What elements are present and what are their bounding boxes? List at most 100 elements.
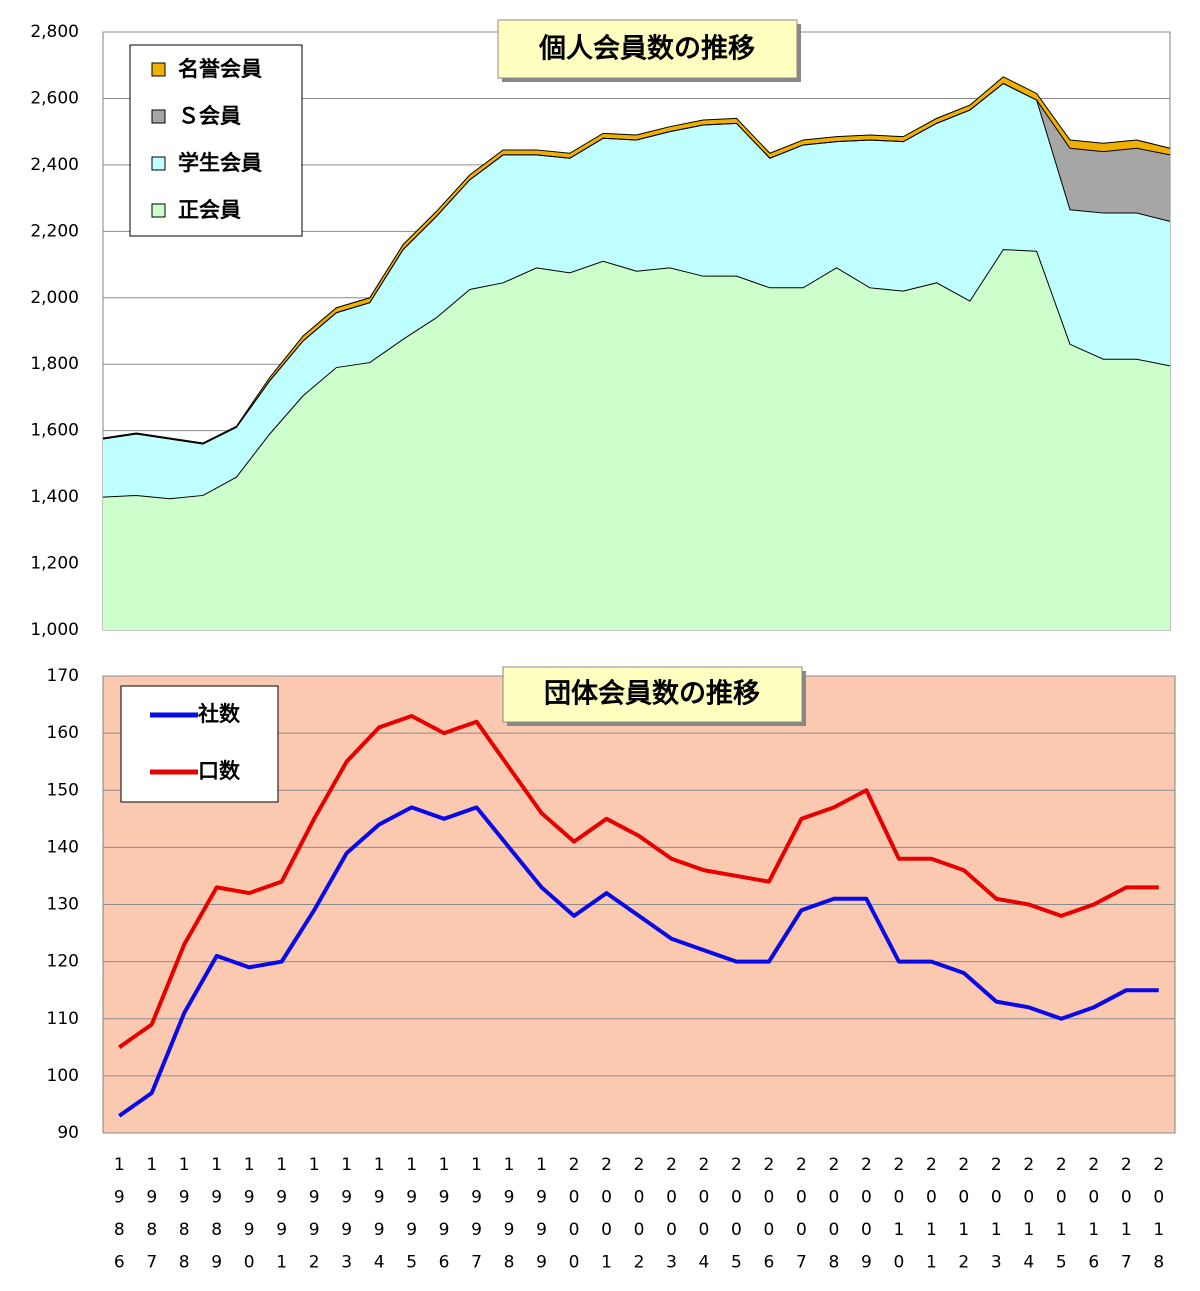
x-tick-char: 2 bbox=[634, 1253, 645, 1273]
x-tick-char: 9 bbox=[406, 1188, 417, 1208]
x-tick-char: 7 bbox=[1121, 1253, 1132, 1273]
x-tick-char: 0 bbox=[634, 1188, 645, 1208]
x-tick-char: 2 bbox=[926, 1155, 937, 1175]
x-tick-char: 6 bbox=[764, 1253, 775, 1273]
x-tick-char: 2 bbox=[991, 1155, 1002, 1175]
chart-title: 団体会員数の推移 bbox=[544, 679, 760, 710]
x-tick-char: 0 bbox=[666, 1188, 677, 1208]
x-tick-char: 0 bbox=[601, 1220, 612, 1240]
x-tick-char: 5 bbox=[731, 1253, 742, 1273]
x-tick-char: 0 bbox=[796, 1220, 807, 1240]
x-tick-char: 9 bbox=[179, 1188, 190, 1208]
legend-swatch bbox=[151, 203, 166, 218]
x-tick-char: 2 bbox=[634, 1155, 645, 1175]
legend-box bbox=[120, 685, 279, 803]
x-tick-char: 0 bbox=[731, 1220, 742, 1240]
x-tick-char: 1 bbox=[211, 1155, 222, 1175]
x-tick-char: 0 bbox=[244, 1253, 255, 1273]
x-tick-char: 2 bbox=[1023, 1155, 1034, 1175]
x-tick-char: 4 bbox=[1023, 1253, 1034, 1273]
x-tick-char: 7 bbox=[796, 1253, 807, 1273]
area-edge bbox=[102, 76, 1171, 444]
x-tick-char: 9 bbox=[309, 1220, 320, 1240]
y-tick-label: 2,600 bbox=[30, 88, 79, 108]
x-tick-char: 9 bbox=[504, 1188, 515, 1208]
x-tick-char: 0 bbox=[893, 1188, 904, 1208]
y-tick-label: 90 bbox=[57, 1123, 79, 1143]
x-tick-char: 2 bbox=[828, 1155, 839, 1175]
x-tick-char: 1 bbox=[114, 1155, 125, 1175]
area bbox=[103, 83, 1170, 499]
x-tick-char: 2 bbox=[601, 1155, 612, 1175]
x-tick-char: 3 bbox=[666, 1253, 677, 1273]
chart-title: 個人会員数の推移 bbox=[538, 34, 755, 65]
x-tick-char: 1 bbox=[926, 1253, 937, 1273]
x-tick-char: 5 bbox=[1056, 1253, 1067, 1273]
x-tick-char: 1 bbox=[341, 1155, 352, 1175]
x-tick-char: 2 bbox=[666, 1155, 677, 1175]
x-tick-char: 0 bbox=[634, 1220, 645, 1240]
x-tick-char: 9 bbox=[341, 1220, 352, 1240]
x-tick-char: 4 bbox=[374, 1253, 385, 1273]
x-tick-char: 0 bbox=[666, 1220, 677, 1240]
x-tick-char: 8 bbox=[211, 1220, 222, 1240]
x-tick-char: 2 bbox=[731, 1155, 742, 1175]
x-tick-char: 9 bbox=[439, 1220, 450, 1240]
area-edge bbox=[102, 82, 1171, 445]
x-tick-char: 1 bbox=[276, 1155, 287, 1175]
x-tick-char: 1 bbox=[1056, 1220, 1067, 1240]
x-tick-char: 2 bbox=[893, 1155, 904, 1175]
x-tick-char: 1 bbox=[179, 1155, 190, 1175]
x-tick-char: 2 bbox=[958, 1155, 969, 1175]
x-tick-char: 6 bbox=[114, 1253, 125, 1273]
y-tick-label: 170 bbox=[47, 666, 79, 686]
x-tick-char: 2 bbox=[1088, 1155, 1099, 1175]
x-tick-char: 5 bbox=[406, 1253, 417, 1273]
legend-label: 正会員 bbox=[178, 198, 241, 222]
x-tick-char: 8 bbox=[828, 1253, 839, 1273]
y-tick-label: 2,000 bbox=[30, 288, 79, 308]
legend-label: 学生会員 bbox=[178, 151, 262, 175]
y-tick-label: 130 bbox=[47, 895, 79, 915]
x-tick-char: 1 bbox=[146, 1155, 157, 1175]
legend-swatch bbox=[151, 62, 166, 77]
y-tick-label: 1,200 bbox=[30, 554, 79, 574]
x-tick-char: 8 bbox=[179, 1220, 190, 1240]
x-tick-char: 2 bbox=[764, 1155, 775, 1175]
title-box bbox=[497, 19, 798, 79]
x-tick-char: 3 bbox=[991, 1253, 1002, 1273]
x-tick-char: 8 bbox=[114, 1220, 125, 1240]
x-tick-char: 9 bbox=[861, 1253, 872, 1273]
x-tick-char: 0 bbox=[1056, 1188, 1067, 1208]
x-tick-char: 0 bbox=[926, 1188, 937, 1208]
x-tick-char: 1 bbox=[309, 1155, 320, 1175]
x-tick-char: 0 bbox=[958, 1188, 969, 1208]
x-tick-char: 1 bbox=[958, 1220, 969, 1240]
x-tick-char: 9 bbox=[244, 1220, 255, 1240]
line bbox=[118, 713, 1159, 1049]
x-tick-char: 0 bbox=[861, 1188, 872, 1208]
x-tick-char: 2 bbox=[958, 1253, 969, 1273]
y-tick-label: 110 bbox=[47, 1009, 79, 1029]
x-tick-char: 1 bbox=[276, 1253, 287, 1273]
x-tick-char: 7 bbox=[471, 1253, 482, 1273]
x-tick-char: 9 bbox=[114, 1188, 125, 1208]
x-tick-char: 6 bbox=[439, 1253, 450, 1273]
legend-label: 口数 bbox=[198, 759, 241, 783]
